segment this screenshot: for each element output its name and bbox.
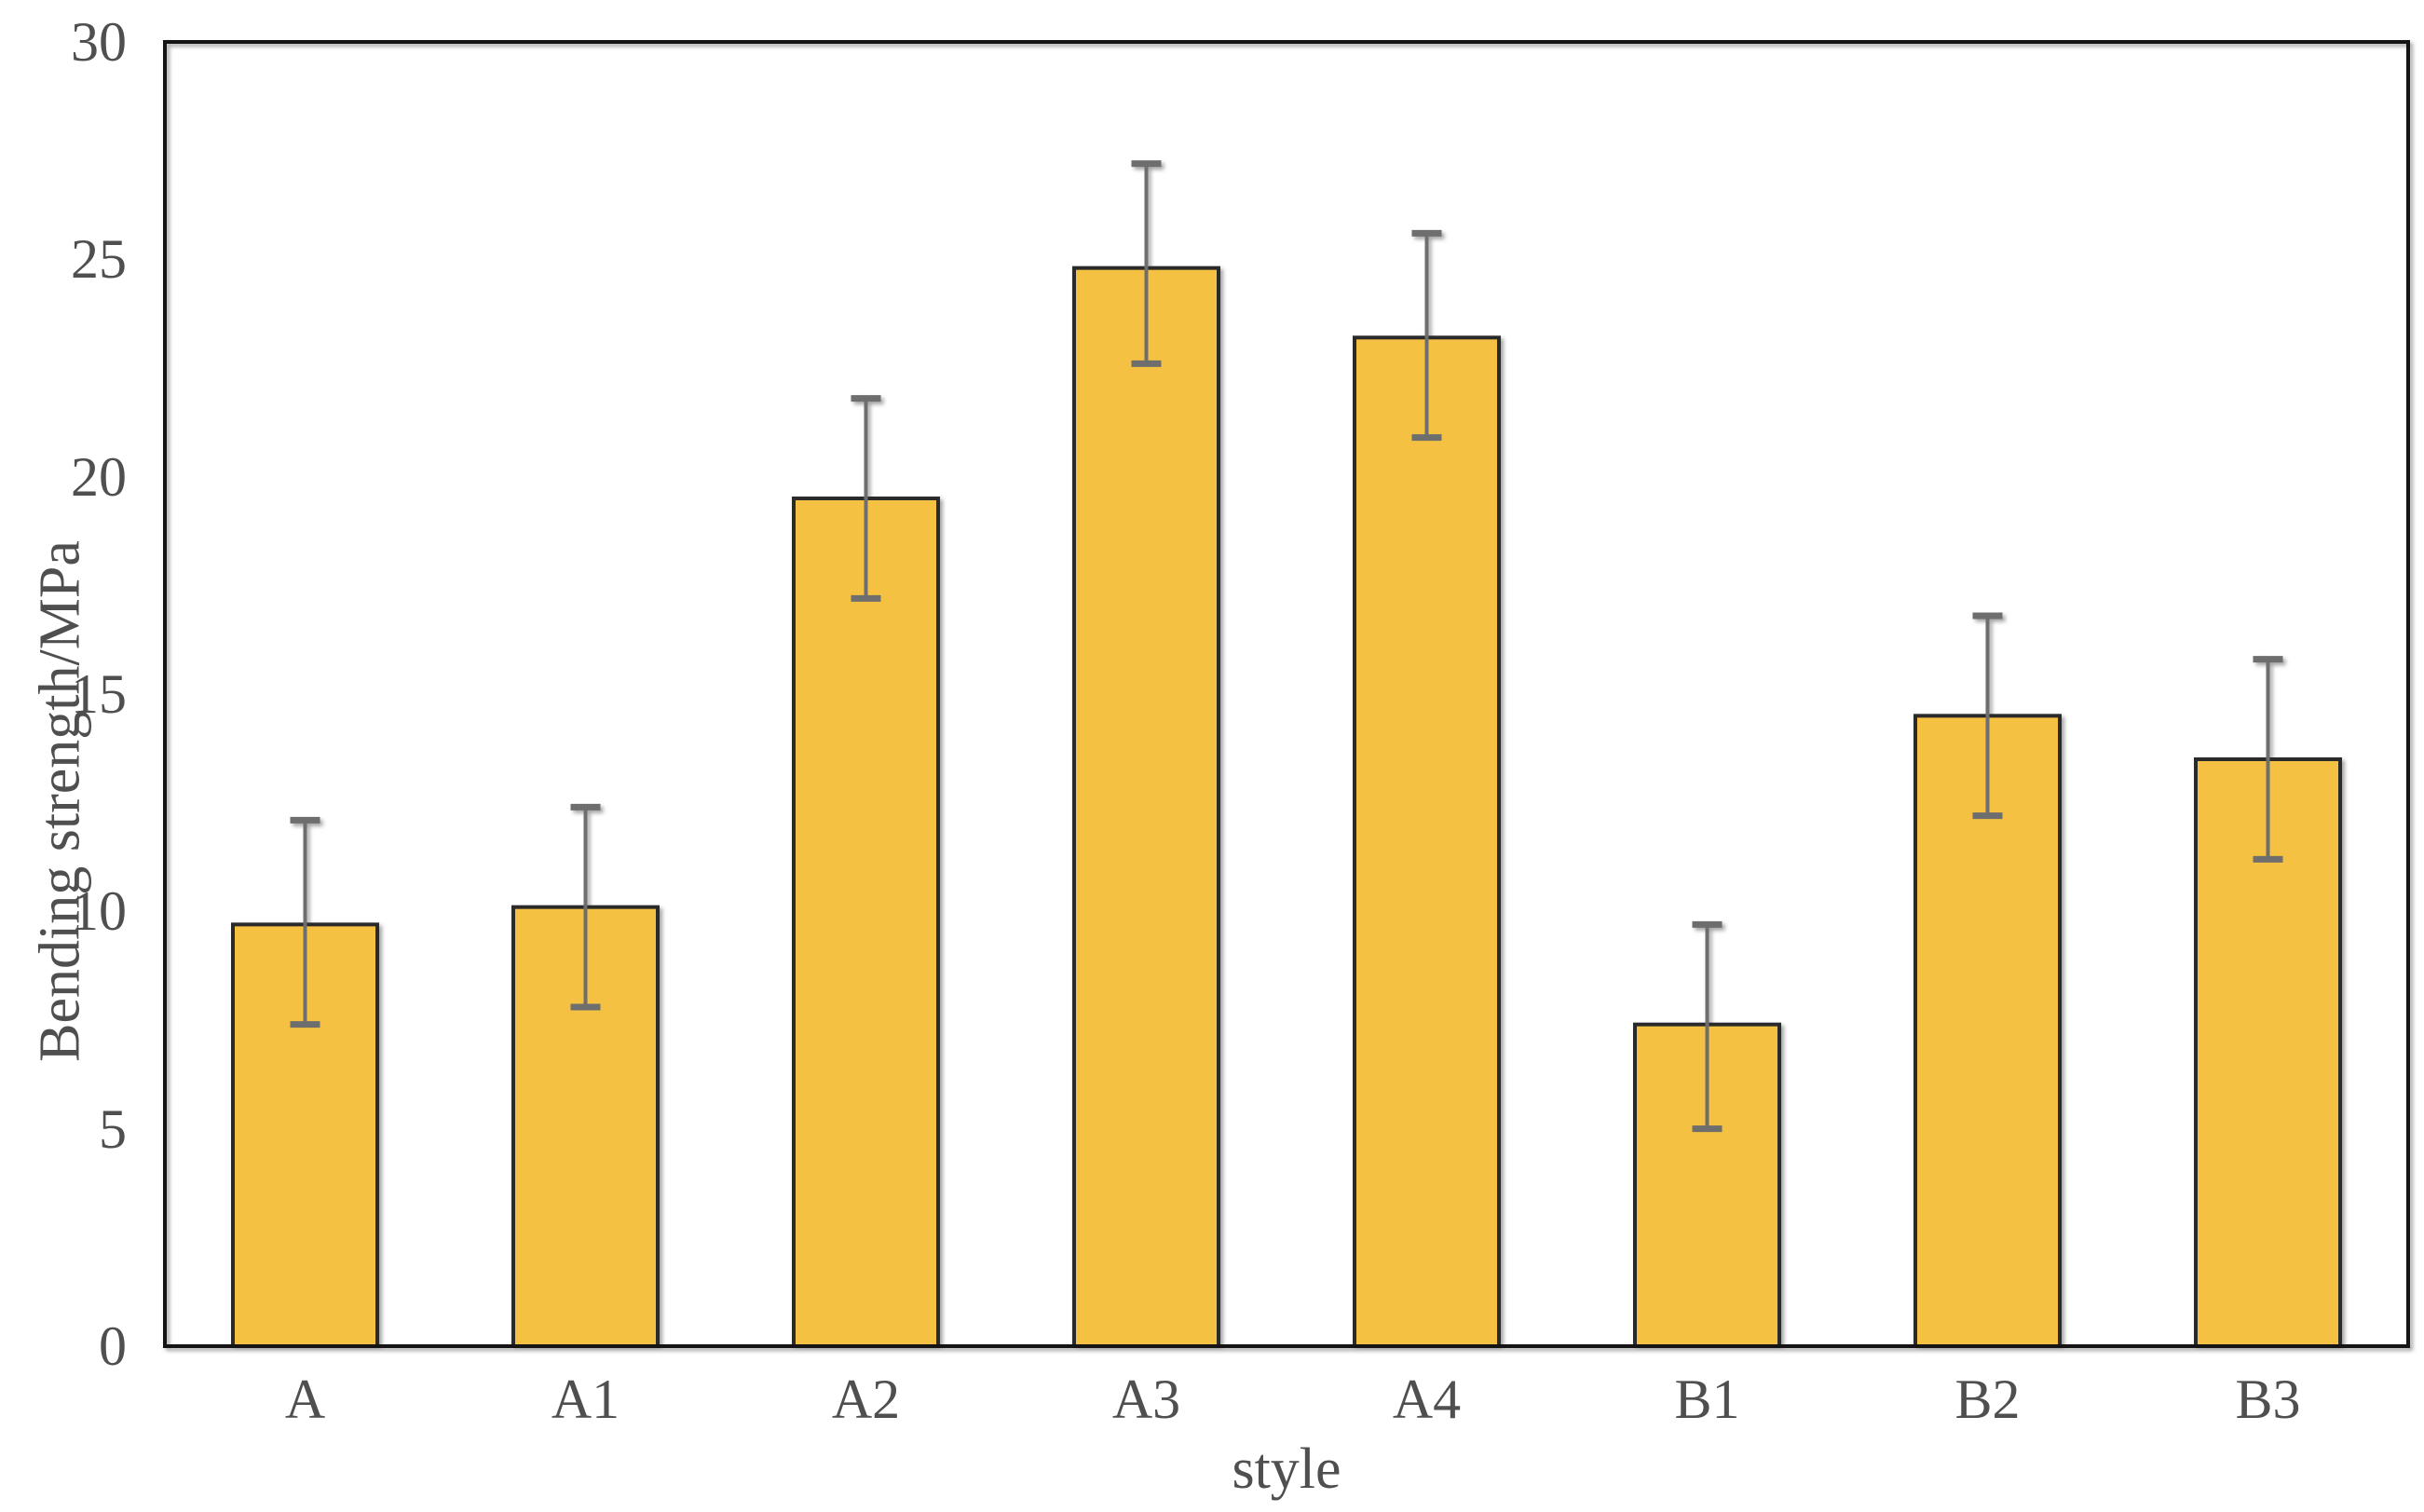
x-axis-title: style — [1232, 1437, 1341, 1501]
x-tick-label-A4: A4 — [1392, 1369, 1462, 1430]
x-tick-label-B1: B1 — [1674, 1369, 1740, 1430]
plot-frame — [163, 40, 2410, 1348]
x-tick-label-A: A — [284, 1369, 326, 1430]
x-tick-label-A2: A2 — [831, 1369, 901, 1430]
y-tick-label-0: 0 — [99, 1315, 127, 1377]
bar-A2 — [792, 497, 940, 1348]
x-tick-label-B2: B2 — [1954, 1369, 2021, 1430]
x-tick-label-A3: A3 — [1111, 1369, 1181, 1430]
x-tick-label-A1: A1 — [551, 1369, 620, 1430]
y-tick-label-20: 20 — [71, 445, 127, 508]
y-tick-label-25: 25 — [71, 228, 127, 291]
bar-A4 — [1353, 335, 1501, 1348]
y-axis-title: Bending strength/MPa — [28, 540, 92, 1062]
y-tick-label-30: 30 — [71, 11, 127, 73]
x-tick-label-B3: B3 — [2235, 1369, 2301, 1430]
bar-A3 — [1072, 266, 1220, 1349]
y-tick-label-15: 15 — [71, 663, 127, 725]
bar-B2 — [1913, 714, 2062, 1348]
y-tick-label-5: 5 — [99, 1097, 127, 1160]
y-tick-label-10: 10 — [71, 880, 127, 943]
